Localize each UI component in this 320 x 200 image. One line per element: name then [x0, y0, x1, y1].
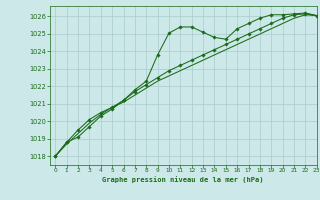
- X-axis label: Graphe pression niveau de la mer (hPa): Graphe pression niveau de la mer (hPa): [102, 176, 264, 183]
